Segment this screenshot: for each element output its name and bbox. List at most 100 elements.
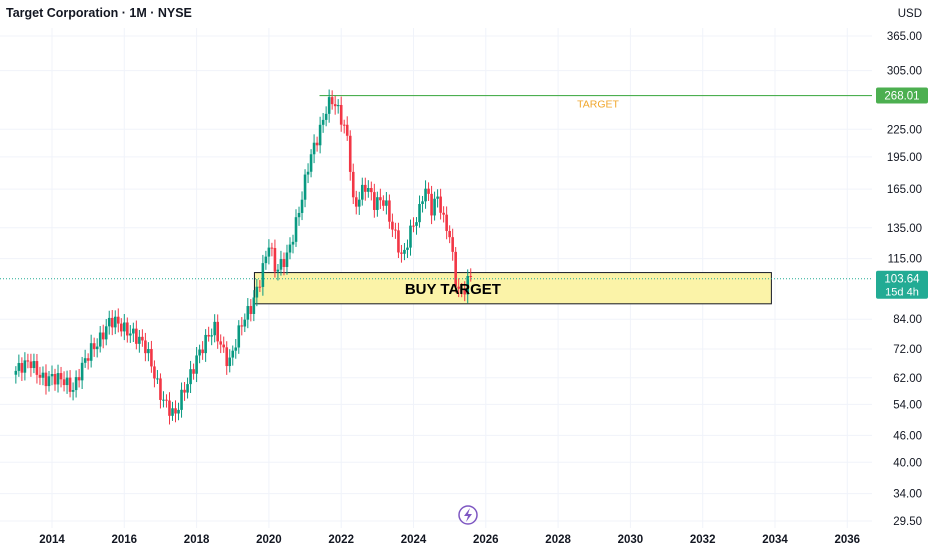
x-tick-label: 2032 — [690, 534, 716, 546]
candle-body — [110, 317, 114, 328]
candle-body — [201, 349, 204, 354]
candle-body — [26, 360, 30, 362]
candle-body — [282, 259, 286, 267]
y-tick-label: 165.00 — [887, 184, 922, 196]
candle-body — [412, 225, 415, 227]
candle-body — [469, 276, 473, 278]
candle-body — [156, 378, 159, 380]
candle-body — [379, 197, 382, 201]
candle-body — [168, 400, 171, 416]
candle-body — [258, 286, 262, 288]
candle-body — [47, 376, 51, 387]
candle-body — [240, 325, 244, 327]
countdown-label: 15d 4h — [885, 287, 919, 299]
candle-body — [237, 325, 241, 348]
y-tick-label: 54.00 — [893, 399, 922, 411]
candle-body — [324, 113, 328, 120]
candle-body — [62, 379, 66, 386]
x-tick-label: 2026 — [473, 534, 499, 546]
candle-body — [376, 197, 379, 210]
candle-body — [418, 203, 421, 223]
y-tick-label: 225.00 — [887, 124, 922, 136]
candle-body — [460, 288, 463, 290]
candle-body — [285, 252, 289, 267]
candle-body — [327, 97, 331, 114]
candle-body — [457, 286, 460, 289]
y-tick-label: 195.00 — [887, 152, 922, 164]
candle-body — [141, 336, 144, 341]
candle-body — [53, 373, 57, 385]
candle-body — [448, 230, 451, 238]
y-tick-label: 115.00 — [888, 254, 922, 266]
candle-body — [101, 332, 105, 340]
candle-body — [159, 378, 162, 400]
candle-body — [104, 326, 108, 340]
y-tick-label: 72.00 — [893, 344, 922, 356]
candle-body — [23, 360, 27, 373]
candle-body — [98, 332, 102, 347]
candle-body — [222, 344, 226, 348]
candle-body — [291, 241, 295, 245]
candle-body — [321, 119, 325, 125]
candle-body — [351, 171, 355, 198]
target-price-badge — [876, 87, 928, 104]
candle-body — [382, 200, 385, 206]
candle-body — [315, 142, 319, 146]
candle-body — [400, 252, 403, 254]
candle-body — [165, 399, 168, 401]
candle-body — [436, 196, 439, 199]
candle-body — [153, 366, 156, 379]
candle-body — [442, 212, 445, 215]
candle-body — [147, 349, 150, 354]
candle-body — [135, 328, 138, 344]
candle-body — [71, 390, 75, 392]
candle-body — [89, 343, 93, 361]
y-tick-label: 40.00 — [893, 457, 922, 469]
y-tick-label: 84.00 — [893, 314, 922, 326]
y-tick-label: 62.00 — [893, 373, 922, 385]
candle-body — [288, 244, 292, 253]
candle-body — [330, 97, 334, 105]
candle-body — [186, 384, 189, 393]
candle-body — [276, 269, 280, 272]
candle-body — [207, 334, 210, 337]
y-tick-label: 34.00 — [893, 489, 922, 501]
candle-body — [126, 322, 129, 336]
x-tick-label: 2034 — [762, 534, 788, 546]
candle-body — [364, 184, 367, 192]
candle-body — [397, 230, 400, 253]
candle-body — [171, 408, 174, 416]
candle-body — [32, 361, 36, 369]
candle-body — [204, 334, 207, 354]
candle-body — [59, 373, 63, 380]
target-line-label: TARGET — [577, 99, 619, 111]
candle-body — [342, 124, 346, 126]
currency-label: USD — [897, 8, 922, 20]
y-tick-label: 29.50 — [893, 516, 922, 528]
candle-body — [210, 335, 213, 337]
candle-body — [391, 221, 394, 230]
candle-body — [150, 349, 153, 367]
candle-body — [177, 409, 180, 414]
y-tick-label: 135.00 — [887, 223, 922, 235]
candle-body — [415, 222, 418, 226]
candle-body — [86, 358, 90, 361]
chart-title: Target Corporation · 1M · NYSE — [6, 6, 192, 20]
candle-body — [119, 323, 123, 332]
candle-body — [74, 377, 78, 391]
candle-body — [92, 343, 96, 350]
candle-body — [318, 124, 322, 146]
candle-body — [451, 237, 454, 252]
candle-body — [132, 328, 135, 334]
candle-body — [373, 192, 376, 210]
candle-body — [116, 316, 120, 324]
candle-body — [267, 247, 271, 257]
candle-body — [445, 214, 448, 231]
lightning-bolt-icon — [464, 508, 472, 522]
candle-body — [123, 322, 126, 332]
x-tick-label: 2036 — [835, 534, 861, 546]
candle-body — [129, 333, 132, 336]
candle-body — [80, 362, 84, 381]
candle-body — [17, 363, 21, 371]
